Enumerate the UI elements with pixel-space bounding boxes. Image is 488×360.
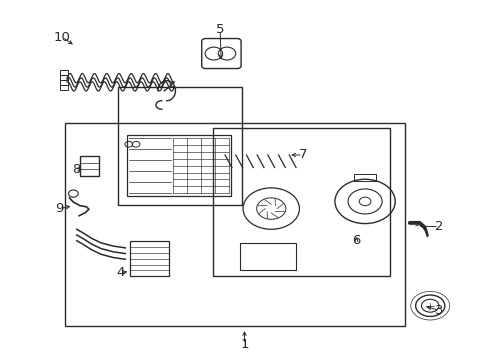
Text: 3: 3	[434, 304, 442, 317]
Text: 6: 6	[351, 234, 360, 247]
Bar	[126, 135, 231, 196]
Bar	[80, 156, 99, 176]
Text: 8: 8	[72, 163, 81, 176]
Text: 10: 10	[54, 31, 70, 44]
Bar	[60, 70, 67, 75]
Bar	[60, 85, 67, 90]
Bar	[60, 80, 67, 85]
Text: 2: 2	[434, 220, 442, 233]
Bar	[212, 128, 389, 276]
Bar	[64, 123, 404, 327]
Bar	[60, 75, 67, 80]
Bar	[118, 87, 242, 205]
Text: 4: 4	[116, 266, 124, 279]
Bar	[239, 243, 295, 270]
Text: 5: 5	[216, 23, 224, 36]
Text: 9: 9	[56, 202, 64, 215]
Bar	[130, 241, 169, 276]
Text: 1: 1	[240, 338, 248, 351]
Bar	[354, 174, 375, 181]
Text: 7: 7	[298, 148, 306, 162]
Bar	[220, 144, 331, 273]
